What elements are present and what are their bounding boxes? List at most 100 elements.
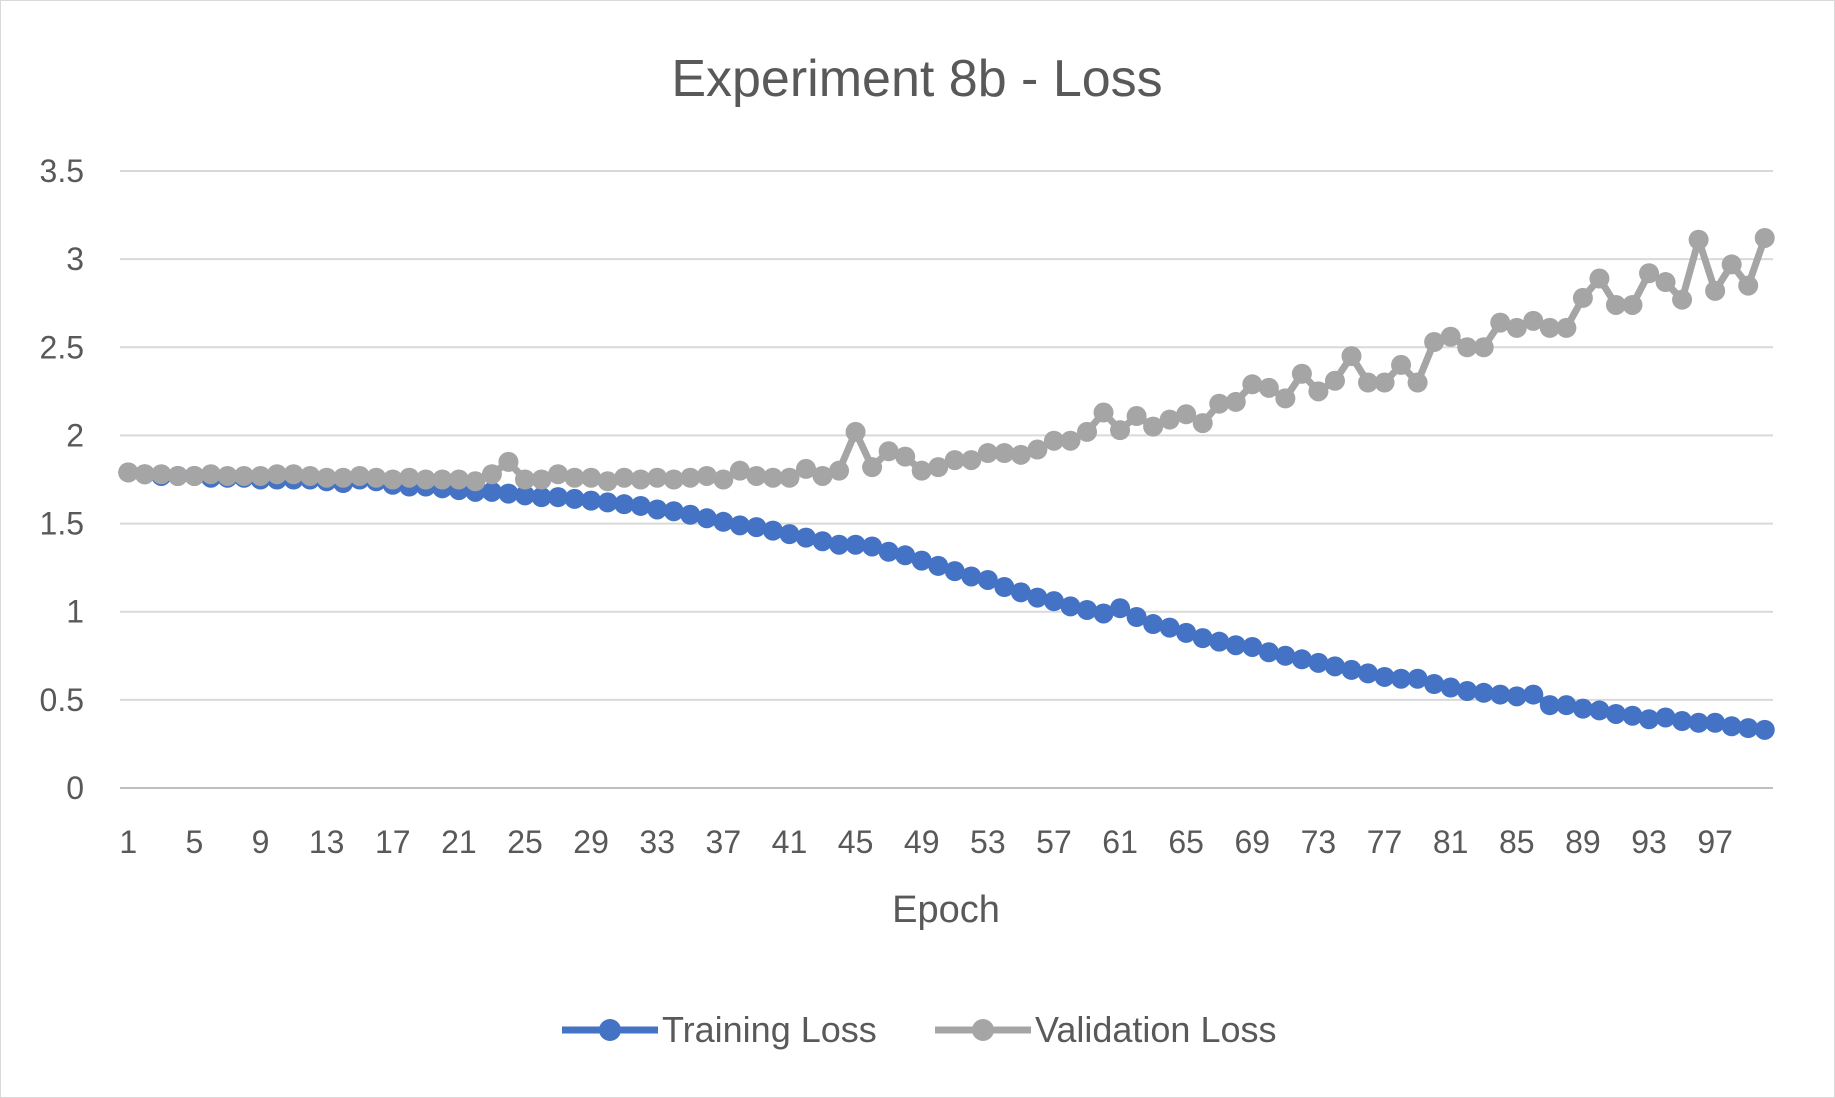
x-tick-label: 73 (1301, 824, 1337, 860)
data-point (944, 450, 965, 471)
data-point (663, 501, 684, 522)
data-point (1258, 642, 1279, 663)
x-tick-label: 65 (1168, 824, 1204, 860)
y-tick-label: 2.5 (40, 329, 84, 365)
data-point (1523, 684, 1544, 705)
data-point (630, 495, 651, 516)
data-point (1490, 312, 1511, 333)
chart-title: Experiment 8b - Loss (671, 50, 1162, 108)
data-point (1192, 413, 1213, 434)
data-point (1705, 712, 1726, 733)
data-point (333, 467, 354, 488)
data-point (729, 460, 750, 481)
data-point (1077, 599, 1098, 620)
data-point (1424, 331, 1445, 352)
data-point (1043, 591, 1064, 612)
data-point (1672, 289, 1693, 310)
data-point (1506, 317, 1527, 338)
data-point (762, 520, 783, 541)
data-point (1093, 402, 1114, 423)
data-point (1754, 719, 1775, 740)
data-point (961, 566, 982, 587)
data-point (1622, 294, 1643, 315)
data-point (1738, 275, 1759, 296)
data-point (928, 457, 949, 478)
data-point (1721, 254, 1742, 275)
data-point (1027, 587, 1048, 608)
x-tick-label: 41 (772, 824, 808, 860)
x-tick-label: 29 (573, 824, 609, 860)
series-training-loss (118, 462, 1775, 740)
data-point (1457, 681, 1478, 702)
data-point (829, 460, 850, 481)
data-point (829, 534, 850, 555)
data-point (1126, 406, 1147, 427)
x-tick-label: 25 (507, 824, 543, 860)
data-point (895, 446, 916, 467)
x-tick-label: 57 (1036, 824, 1072, 860)
data-point (812, 531, 833, 552)
x-tick-label: 45 (838, 824, 874, 860)
data-point (1721, 716, 1742, 737)
data-point (1506, 686, 1527, 707)
data-point (415, 469, 436, 490)
data-point (217, 465, 238, 486)
data-point (1242, 374, 1263, 395)
data-point (1341, 659, 1362, 680)
data-point (1225, 391, 1246, 412)
series-line (127, 236, 1769, 485)
data-point (151, 464, 172, 485)
data-point (1473, 682, 1494, 703)
data-point (481, 481, 502, 502)
data-point (1077, 421, 1098, 442)
data-point (548, 464, 569, 485)
data-point (1291, 649, 1312, 670)
data-point (316, 467, 337, 488)
x-tick-label: 85 (1499, 824, 1535, 860)
x-axis-tick-labels: 1 5 9 13 17 21 25 29 33 37 41 45 49 53 57 61 65 69 73 77 81 8… (119, 824, 1733, 860)
data-point (1159, 409, 1180, 430)
x-tick-label: 37 (706, 824, 742, 860)
x-tick-label: 17 (375, 824, 411, 860)
data-point (1258, 377, 1279, 398)
x-tick-label: 69 (1235, 824, 1271, 860)
data-point (1738, 718, 1759, 739)
data-point (118, 462, 139, 483)
data-point (762, 467, 783, 488)
data-point (1440, 677, 1461, 698)
legend-swatch-marker (599, 1019, 621, 1041)
x-tick-label: 89 (1565, 824, 1601, 860)
data-point (498, 483, 519, 504)
data-point (581, 490, 602, 511)
data-point (1308, 381, 1329, 402)
data-point (597, 492, 618, 513)
data-point (1754, 227, 1775, 248)
data-point (911, 550, 932, 571)
x-tick-label: 77 (1367, 824, 1403, 860)
data-point (729, 515, 750, 536)
data-point (696, 465, 717, 486)
x-tick-label: 33 (639, 824, 675, 860)
data-point (465, 471, 486, 492)
data-point (300, 465, 321, 486)
x-tick-label: 21 (441, 824, 477, 860)
data-point (250, 465, 271, 486)
data-point (1060, 430, 1081, 451)
data-point (746, 465, 767, 486)
y-tick-label: 1 (66, 594, 84, 630)
data-point (1159, 617, 1180, 638)
data-point (1473, 337, 1494, 358)
data-point (564, 467, 585, 488)
data-point (1275, 388, 1296, 409)
data-point (531, 469, 552, 490)
data-point (1010, 444, 1031, 465)
data-point (1358, 663, 1379, 684)
data-point (1589, 700, 1610, 721)
data-point (167, 465, 188, 486)
x-tick-label: 1 (119, 824, 137, 860)
x-tick-label: 53 (970, 824, 1006, 860)
legend: Training Loss Validation Loss (562, 1009, 1277, 1050)
data-point (1110, 598, 1131, 619)
data-point (1143, 614, 1164, 635)
data-point (1572, 698, 1593, 719)
